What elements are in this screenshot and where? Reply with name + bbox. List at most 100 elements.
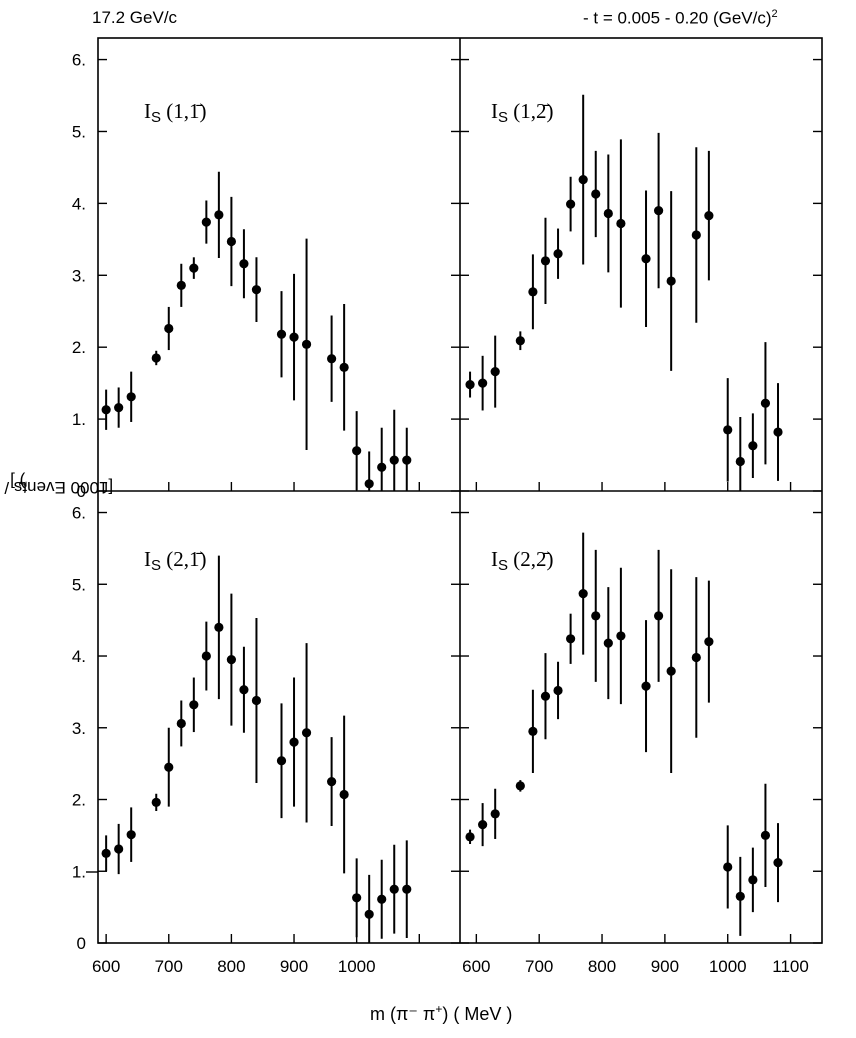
data-point (748, 875, 758, 885)
data-point (327, 776, 337, 787)
x-tick-label: 700 (525, 957, 553, 976)
data-point (515, 336, 525, 346)
data-point (578, 175, 588, 185)
data-point (327, 354, 337, 364)
y-tick-label: 1. (72, 410, 86, 429)
y-axis-label-end: ) ] (10, 471, 26, 491)
data-point (301, 728, 312, 738)
y-tick-label: 2. (72, 791, 86, 810)
data-point (478, 378, 488, 388)
data-point (723, 862, 733, 872)
data-point (402, 455, 412, 465)
panel-label: IS (1,2̄) (491, 99, 554, 126)
t-range-text: - t = 0.005 - 0.20 (GeV/c) (583, 8, 772, 28)
data-point (704, 211, 714, 221)
panel-is-2-1bar: 0 1. 2. 3. 4. 5. 6. 600 700 800 900 1000 IS (2,1̄) (72, 504, 460, 976)
x-axis-label: m (π⁻ π+) ( MeV ) (370, 1002, 512, 1025)
data-point (176, 280, 186, 290)
y-tick-label: 2. (72, 338, 86, 357)
data-point (377, 462, 387, 472)
data-point (201, 217, 211, 227)
x-tick-label: 600 (92, 957, 120, 976)
data-point (748, 441, 758, 451)
panel-label: IS (2,1̄) (144, 547, 207, 574)
data-point (490, 367, 500, 377)
y-tick-label: 3. (72, 719, 86, 738)
data-point (616, 631, 626, 641)
data-point (164, 762, 174, 772)
y-tick-label: 4. (72, 647, 86, 666)
data-point (723, 425, 733, 435)
data-point (201, 651, 211, 661)
data-point (591, 611, 601, 621)
panel-label-main: I (491, 99, 498, 123)
panel-label-main: I (144, 99, 151, 123)
data-point (239, 685, 249, 695)
panel-label-indices: (1,2̄) (508, 99, 554, 123)
panel-is-1-2bar: IS (1,2̄) (460, 58, 822, 492)
data-point (289, 737, 299, 747)
data-point (214, 210, 224, 220)
panel-label-indices: (2,2̄) (508, 547, 554, 571)
data-point (666, 276, 676, 286)
x-tick-label: 1000 (338, 957, 376, 976)
data-point (176, 718, 186, 729)
panel-label: IS (2,2̄) (491, 547, 554, 574)
panel-label-main: I (144, 547, 151, 571)
data-point (226, 236, 237, 247)
x-axis-label-exponent: + (435, 1002, 443, 1016)
data-point (641, 254, 651, 264)
panel-is-1-1bar: 0 1. 2. 3. 4. 5. 6. IS (1,1̄) (72, 51, 460, 501)
data-point (603, 208, 613, 219)
x-tick-label: 800 (217, 957, 245, 976)
data-point (666, 666, 676, 676)
data-point (735, 891, 745, 901)
momentum-label: 17.2 GeV/c (92, 8, 178, 27)
data-point (402, 884, 412, 894)
data-point (540, 256, 551, 266)
x-tick-label: 900 (651, 957, 679, 976)
data-point (691, 652, 701, 663)
y-tick-label: 0 (77, 934, 86, 953)
data-point (566, 199, 576, 209)
data-point (377, 894, 387, 904)
x-tick-label: 600 (462, 957, 490, 976)
data-point (773, 858, 783, 868)
data-point (389, 884, 399, 894)
y-tick-label: 4. (72, 194, 86, 213)
data-point (126, 830, 136, 840)
data-point (528, 287, 538, 297)
data-point (251, 285, 262, 295)
data-point (691, 230, 701, 240)
data-point (339, 362, 349, 372)
data-point (566, 634, 576, 644)
data-point (239, 259, 249, 269)
data-point (164, 323, 174, 334)
x-tick-label: 800 (588, 957, 616, 976)
data-point (653, 611, 664, 621)
data-point (251, 695, 262, 706)
data-point (591, 189, 601, 199)
y-tick-label: 6. (72, 504, 86, 523)
data-point (364, 479, 374, 489)
data-point (189, 700, 199, 710)
data-point (126, 392, 136, 402)
x-tick-label: 900 (280, 957, 308, 976)
data-point (151, 353, 161, 363)
panel-label-subscript: S (498, 557, 508, 574)
data-point (352, 446, 362, 456)
data-point (364, 909, 374, 919)
y-tick-label: 6. (72, 51, 86, 70)
panel-label-main: I (491, 547, 498, 571)
x-axis-label-end: ) ( MeV ) (442, 1004, 513, 1024)
data-point (214, 622, 224, 632)
x-tick-label: 1100 (772, 957, 809, 976)
data-point (339, 789, 349, 800)
data-point (276, 329, 287, 339)
data-point (773, 427, 783, 437)
data-point (540, 691, 551, 701)
data-point (114, 844, 124, 854)
data-point (151, 797, 161, 807)
panel-is-2-2bar: 600 700 800 900 1000 1100 IS (2,2̄) (460, 511, 822, 976)
